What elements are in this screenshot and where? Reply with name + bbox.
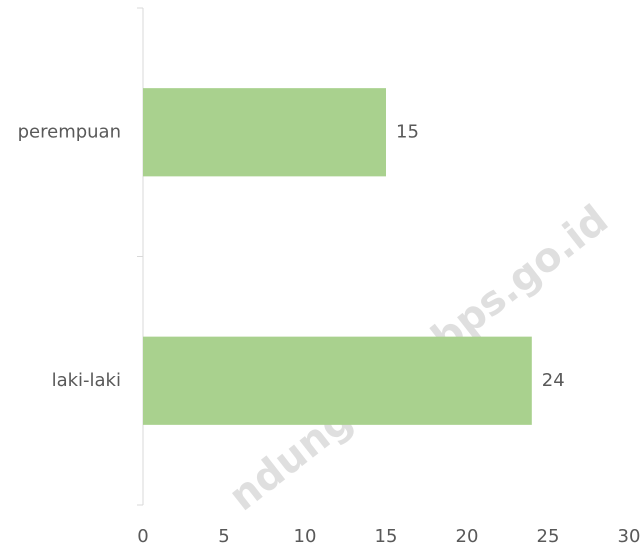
x-tick-label: 5 [218,526,229,547]
data-label: 24 [542,370,565,391]
x-tick-label: 10 [294,526,317,547]
x-tick-label: 15 [375,526,398,547]
bar [143,88,386,177]
y-tick-label: perempuan [18,121,121,142]
data-label: 15 [396,121,419,142]
y-tick-label: laki-laki [52,370,121,391]
x-tick-label: 20 [456,526,479,547]
x-tick-label: 0 [137,526,148,547]
x-tick-label: 30 [618,526,641,547]
bar [143,336,532,425]
x-tick-label: 25 [537,526,560,547]
